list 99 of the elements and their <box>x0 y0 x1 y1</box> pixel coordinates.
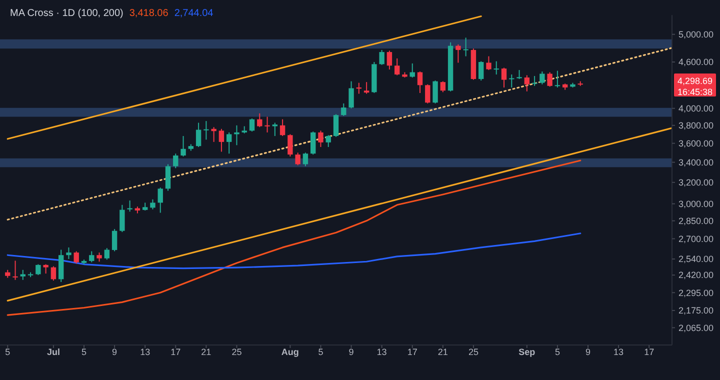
candlestick <box>425 84 430 104</box>
y-tick-label: 3,200.00 <box>678 178 714 188</box>
x-tick-label: 21 <box>438 347 448 357</box>
candlestick <box>127 200 132 212</box>
candlestick <box>20 269 26 280</box>
x-tick-label: Sep <box>518 347 536 357</box>
y-tick-label: 3,800.00 <box>678 120 714 131</box>
x-tick-label: 25 <box>468 347 478 357</box>
candlestick <box>12 260 18 280</box>
y-tick-label: 3,400.00 <box>678 157 714 168</box>
candlestick <box>43 264 48 274</box>
x-tick-label: 17 <box>644 347 654 357</box>
candlestick <box>218 128 224 152</box>
y-tick-label: 4,000.00 <box>678 104 714 114</box>
candlestick <box>50 266 56 282</box>
candlestick <box>394 58 400 76</box>
line-series <box>6 160 582 316</box>
candlestick <box>249 118 255 132</box>
candlestick <box>364 82 370 94</box>
candlestick <box>280 118 286 137</box>
candlestick <box>204 120 209 140</box>
candlestick <box>333 114 339 138</box>
y-tick-label: 2,850.00 <box>678 216 714 226</box>
candlestick <box>547 72 552 88</box>
candlestick <box>180 136 186 157</box>
candlestick <box>211 126 216 142</box>
candlestick <box>540 71 545 85</box>
y-tick-label: 2,540.00 <box>678 254 714 264</box>
x-tick-label: 9 <box>348 347 354 357</box>
x-tick-label: 17 <box>170 347 181 357</box>
candlestick <box>554 70 560 88</box>
candlestick <box>386 50 392 70</box>
candlestick <box>432 80 438 104</box>
annotation: 3,418.06 <box>129 8 169 19</box>
y-tick-label: 2,420.00 <box>678 270 714 280</box>
candlestick <box>89 250 94 263</box>
candlestick <box>326 134 331 148</box>
candlestick <box>158 187 163 214</box>
candlestick <box>463 37 468 57</box>
candlestick <box>295 152 300 166</box>
candlestick <box>509 74 514 88</box>
line-series <box>6 232 582 270</box>
y-tick-label: 2,175.00 <box>678 306 714 316</box>
y-tick-label: 2,065.00 <box>678 322 714 333</box>
candlestick <box>310 131 316 156</box>
y-tick-label: 4,600.00 <box>678 57 714 68</box>
candlestick <box>341 102 346 116</box>
candlestick <box>532 75 538 86</box>
candlestick <box>478 60 484 82</box>
candlestick <box>165 164 171 192</box>
y-tick-label: 3,600.00 <box>678 138 714 148</box>
candlestick <box>348 80 354 109</box>
candlestick <box>257 112 262 128</box>
candlestick <box>494 60 499 75</box>
candlestick <box>410 62 415 78</box>
candlestick <box>456 44 461 64</box>
x-tick-label: 25 <box>232 347 242 357</box>
x-tick-label: 9 <box>585 347 591 357</box>
candlestick <box>120 204 125 233</box>
candlestick <box>524 74 530 92</box>
candlestick <box>66 246 72 260</box>
chart-subtitle: MA Cross · 1D (100, 200) <box>10 8 124 19</box>
x-tick-label: 13 <box>140 347 150 357</box>
candlestick <box>417 71 423 94</box>
candlestick <box>226 132 232 154</box>
candlestick <box>486 56 492 71</box>
x-tick-label: 5 <box>318 347 324 357</box>
candlestick <box>36 264 41 276</box>
text: 16:45:38 <box>677 87 713 98</box>
x-tick-label: 5 <box>81 347 87 357</box>
x-tick-label: 21 <box>201 347 212 357</box>
annotation: 2,744.04 <box>174 8 214 19</box>
candlestick <box>501 67 507 88</box>
candlestick <box>318 130 324 148</box>
x-tick-label: 13 <box>614 347 624 357</box>
candlestick <box>302 152 308 167</box>
text: 4,298.69 <box>677 76 713 86</box>
x-tick-label: Aug <box>281 347 299 357</box>
candlestick <box>173 153 178 169</box>
x-tick-label: 13 <box>376 347 387 357</box>
y-tick-label: 2,700.00 <box>678 234 714 244</box>
x-tick-label: 5 <box>5 347 10 357</box>
x-tick-label: 17 <box>407 347 418 357</box>
candlestick <box>440 80 446 93</box>
y-tick-label: 3,000.00 <box>678 198 714 209</box>
y-tick-label: 5,000.00 <box>678 29 714 40</box>
candlestick <box>96 252 102 262</box>
candlestick <box>112 228 118 252</box>
candlestick <box>379 49 384 66</box>
candlestick <box>74 250 79 264</box>
candlestick <box>264 116 270 133</box>
x-tick-label: 9 <box>112 347 118 357</box>
candlestick <box>196 122 202 148</box>
candlestick <box>150 198 156 210</box>
candlestick <box>288 134 293 157</box>
x-tick-label: 5 <box>554 347 560 357</box>
x-tick-label: Jul <box>46 347 60 357</box>
candlestick <box>104 248 110 260</box>
y-tick-label: 2,295.00 <box>678 288 714 298</box>
